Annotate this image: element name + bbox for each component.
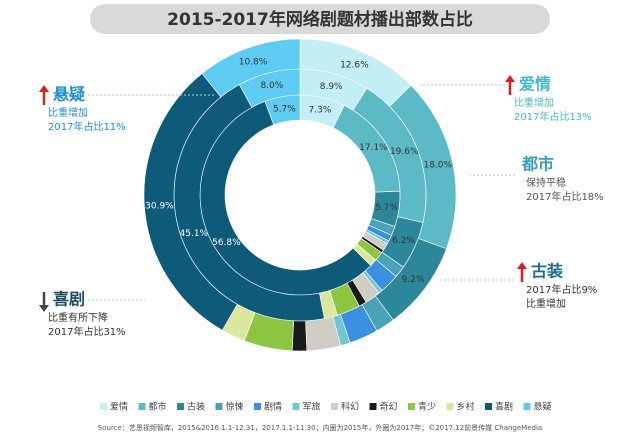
annotation-text: 2017年占比13% [514,110,592,123]
legend-swatch [177,403,184,410]
legend-swatch [292,403,300,410]
legend-swatch [100,403,107,410]
legend-label: 奇幻 [380,401,398,413]
annotation-text: 比重增加 [526,297,566,310]
legend-swatch [215,403,223,410]
legend-swatch [331,403,338,410]
legend-swatch [408,403,415,410]
data-label: 30.9% [145,202,174,212]
legend-label: 悬疑 [534,402,552,413]
legend-label: 军旅 [303,401,321,413]
legend-swatch [369,403,377,410]
data-label: 45.1% [180,229,209,239]
chart-title: 2015-2017年网络剧题材播出部数占比 [167,9,473,30]
annotation-title: 都市 [521,155,554,174]
donut-segment [291,320,308,352]
annotation-title: 喜剧 [53,290,85,309]
legend-label: 都市 [149,401,167,413]
donut-segment [201,38,301,98]
data-label: 17.1% [359,143,388,153]
data-label: 56.8% [212,238,241,248]
legend-label: 古装 [187,401,205,413]
annotation-title: 爱情 [519,75,551,94]
legend-label: 爱情 [110,401,128,413]
data-label: 5.7% [273,104,296,114]
legend-label: 喜剧 [495,401,513,413]
title-band [90,4,550,34]
annotation-text: 比重增加 [514,96,554,109]
data-label: 8.0% [260,81,283,91]
annotation-title: 古装 [531,262,563,281]
legend-swatch [523,403,531,410]
data-label: 12.6% [340,60,369,70]
data-label: 19.6% [390,147,419,157]
legend-label: 科幻 [341,401,359,413]
data-label: 18.0% [423,161,452,171]
data-label: 9.2% [402,275,425,285]
annotation-text: 保持平稳 [526,176,566,189]
annotation-text: 2017年占比18% [526,190,604,203]
data-label: 5.7% [375,203,398,213]
trend-arrowhead [505,75,515,82]
legend-label: 剧情 [264,401,282,413]
trend-arrowhead [517,262,527,269]
legend-label: 青少 [418,401,436,413]
legend-swatch [485,403,492,410]
legend-swatch [254,403,261,410]
annotation-text: 2017年占比31% [48,325,126,338]
annotation-text: 比重增加 [48,106,88,119]
legend-label: 惊悚 [226,401,244,413]
annotation-title: 悬疑 [52,85,85,104]
annotation-text: 2017年占比11% [48,120,126,133]
legend-label: 乡村 [457,401,475,413]
data-label: 10.8% [239,58,268,68]
annotation-text: 比重有所下降 [48,311,108,324]
trend-arrowhead [39,85,49,92]
legend-swatch [138,403,146,410]
legend-swatch [446,403,454,410]
data-label: 7.3% [308,105,331,115]
source: Source：艺恩视频智库，2015&2016.1.1-12.31，2017.1… [98,423,542,432]
annotation-text: 2017年占比9% [526,283,597,296]
trend-arrowhead [39,305,49,312]
data-label: 8.9% [320,82,343,92]
data-label: 6.2% [392,236,415,246]
